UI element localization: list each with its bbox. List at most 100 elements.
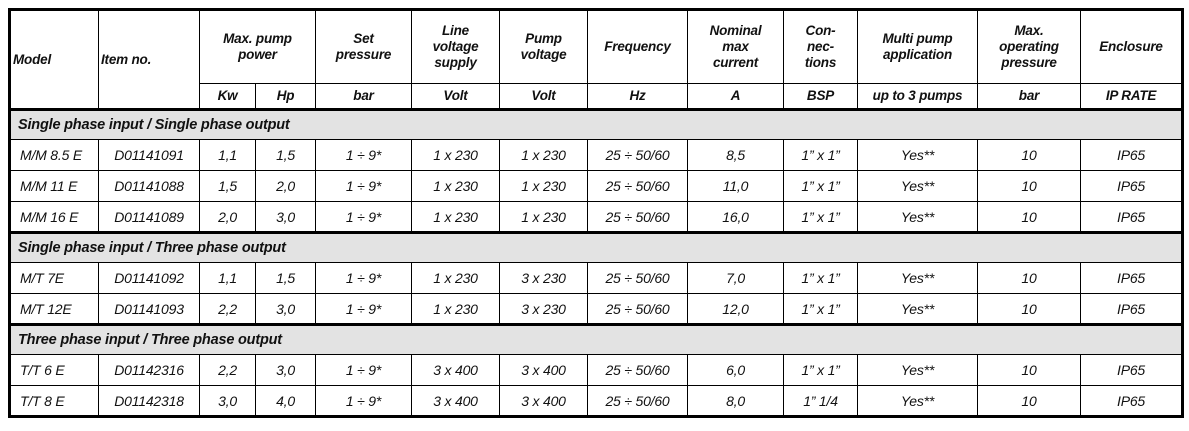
- cell-set-pressure: 1 ÷ 9*: [315, 139, 412, 171]
- cell-model: M/T 12E: [9, 293, 99, 325]
- column-header-max-pump-power: Max. pump power: [199, 9, 316, 84]
- section-title: Single phase input / Three phase output: [9, 231, 1183, 263]
- cell-frequency: 25 ÷ 50/60: [587, 385, 688, 417]
- cell-pump-voltage: 3 x 400: [499, 354, 588, 386]
- cell-item-no: D01141089: [98, 201, 200, 233]
- table-row: M/T 12E D01141093 2,2 3,0 1 ÷ 9* 1 x 230 3 x 2…: [9, 293, 1183, 325]
- cell-line-voltage: 1 x 230: [411, 170, 500, 202]
- table-row: T/T 8 E D01142318 3,0 4,0 1 ÷ 9* 3 x 400 3 x 4…: [9, 385, 1183, 417]
- cell-current: 8,5: [687, 139, 784, 171]
- table-row: M/T 7E D01141092 1,1 1,5 1 ÷ 9* 1 x 230 3 x 23…: [9, 262, 1183, 294]
- cell-enclosure: IP65: [1080, 262, 1183, 294]
- cell-kw: 1,1: [199, 139, 256, 171]
- cell-max-op-pressure: 10: [977, 262, 1081, 294]
- cell-enclosure: IP65: [1080, 201, 1183, 233]
- column-header-frequency: Frequency: [587, 9, 688, 84]
- cell-enclosure: IP65: [1080, 170, 1183, 202]
- cell-hp: 4,0: [255, 385, 316, 417]
- cell-line-voltage: 1 x 230: [411, 139, 500, 171]
- cell-set-pressure: 1 ÷ 9*: [315, 293, 412, 325]
- cell-item-no: D01141093: [98, 293, 200, 325]
- cell-connections: 1” x 1”: [783, 139, 858, 171]
- cell-model: M/M 8.5 E: [9, 139, 99, 171]
- cell-model: T/T 6 E: [9, 354, 99, 386]
- cell-frequency: 25 ÷ 50/60: [587, 262, 688, 294]
- cell-pump-voltage: 3 x 230: [499, 293, 588, 325]
- unit-multi-pump: up to 3 pumps: [857, 83, 978, 111]
- cell-model: M/T 7E: [9, 262, 99, 294]
- column-header-connections: Con- nec- tions: [783, 9, 858, 84]
- cell-connections: 1” x 1”: [783, 201, 858, 233]
- cell-pump-voltage: 3 x 230: [499, 262, 588, 294]
- cell-pump-voltage: 1 x 230: [499, 170, 588, 202]
- cell-current: 8,0: [687, 385, 784, 417]
- cell-line-voltage: 3 x 400: [411, 354, 500, 386]
- cell-connections: 1” x 1”: [783, 293, 858, 325]
- column-header-item-no: Item no.: [98, 9, 200, 110]
- section-title: Three phase input / Three phase output: [9, 323, 1183, 355]
- column-header-model: Model: [9, 9, 99, 110]
- section-title: Single phase input / Single phase output: [9, 108, 1183, 140]
- cell-frequency: 25 ÷ 50/60: [587, 293, 688, 325]
- cell-set-pressure: 1 ÷ 9*: [315, 170, 412, 202]
- unit-connections-bsp: BSP: [783, 83, 858, 111]
- cell-connections: 1” x 1”: [783, 170, 858, 202]
- cell-multi-pump: Yes**: [857, 139, 978, 171]
- cell-kw: 2,0: [199, 201, 256, 233]
- cell-enclosure: IP65: [1080, 139, 1183, 171]
- cell-enclosure: IP65: [1080, 354, 1183, 386]
- cell-kw: 1,5: [199, 170, 256, 202]
- cell-hp: 3,0: [255, 354, 316, 386]
- unit-pump-voltage-volt: Volt: [499, 83, 588, 111]
- cell-max-op-pressure: 10: [977, 139, 1081, 171]
- cell-kw: 3,0: [199, 385, 256, 417]
- cell-multi-pump: Yes**: [857, 293, 978, 325]
- cell-hp: 1,5: [255, 139, 316, 171]
- cell-frequency: 25 ÷ 50/60: [587, 201, 688, 233]
- cell-current: 6,0: [687, 354, 784, 386]
- cell-connections: 1” x 1”: [783, 262, 858, 294]
- cell-frequency: 25 ÷ 50/60: [587, 170, 688, 202]
- cell-hp: 2,0: [255, 170, 316, 202]
- table-row: M/M 16 E D01141089 2,0 3,0 1 ÷ 9* 1 x 230 1 x …: [9, 201, 1183, 233]
- cell-multi-pump: Yes**: [857, 385, 978, 417]
- cell-pump-voltage: 3 x 400: [499, 385, 588, 417]
- cell-set-pressure: 1 ÷ 9*: [315, 262, 412, 294]
- unit-enclosure-ip-rate: IP RATE: [1080, 83, 1183, 111]
- table-row: M/M 8.5 E D01141091 1,1 1,5 1 ÷ 9* 1 x 230 1 x…: [9, 139, 1183, 171]
- page: Model Item no. Max. pump power Set press…: [8, 8, 1184, 418]
- cell-multi-pump: Yes**: [857, 354, 978, 386]
- unit-frequency-hz: Hz: [587, 83, 688, 111]
- table-body: Single phase input / Single phase output…: [9, 108, 1183, 417]
- cell-current: 12,0: [687, 293, 784, 325]
- section-header-row: Single phase input / Three phase output: [9, 231, 1183, 263]
- unit-current-a: A: [687, 83, 784, 111]
- pump-spec-table: Model Item no. Max. pump power Set press…: [8, 8, 1184, 418]
- cell-item-no: D01142316: [98, 354, 200, 386]
- cell-line-voltage: 1 x 230: [411, 262, 500, 294]
- unit-hp: Hp: [255, 83, 316, 111]
- header-units-row: Kw Hp bar Volt Volt Hz A BSP up to 3 pum…: [10, 83, 1183, 111]
- cell-max-op-pressure: 10: [977, 385, 1081, 417]
- column-header-line-voltage-supply: Line voltage supply: [411, 9, 500, 84]
- cell-item-no: D01141088: [98, 170, 200, 202]
- cell-connections: 1” 1/4: [783, 385, 858, 417]
- cell-enclosure: IP65: [1080, 293, 1183, 325]
- cell-multi-pump: Yes**: [857, 262, 978, 294]
- cell-current: 11,0: [687, 170, 784, 202]
- cell-set-pressure: 1 ÷ 9*: [315, 385, 412, 417]
- cell-item-no: D01141091: [98, 139, 200, 171]
- unit-kw: Kw: [199, 83, 256, 111]
- cell-current: 7,0: [687, 262, 784, 294]
- cell-frequency: 25 ÷ 50/60: [587, 139, 688, 171]
- cell-model: T/T 8 E: [9, 385, 99, 417]
- cell-multi-pump: Yes**: [857, 170, 978, 202]
- cell-model: M/M 16 E: [9, 201, 99, 233]
- cell-line-voltage: 1 x 230: [411, 201, 500, 233]
- cell-hp: 3,0: [255, 293, 316, 325]
- cell-line-voltage: 3 x 400: [411, 385, 500, 417]
- cell-set-pressure: 1 ÷ 9*: [315, 201, 412, 233]
- section-header-row: Three phase input / Three phase output: [9, 323, 1183, 355]
- cell-max-op-pressure: 10: [977, 201, 1081, 233]
- column-header-pump-voltage: Pump voltage: [499, 9, 588, 84]
